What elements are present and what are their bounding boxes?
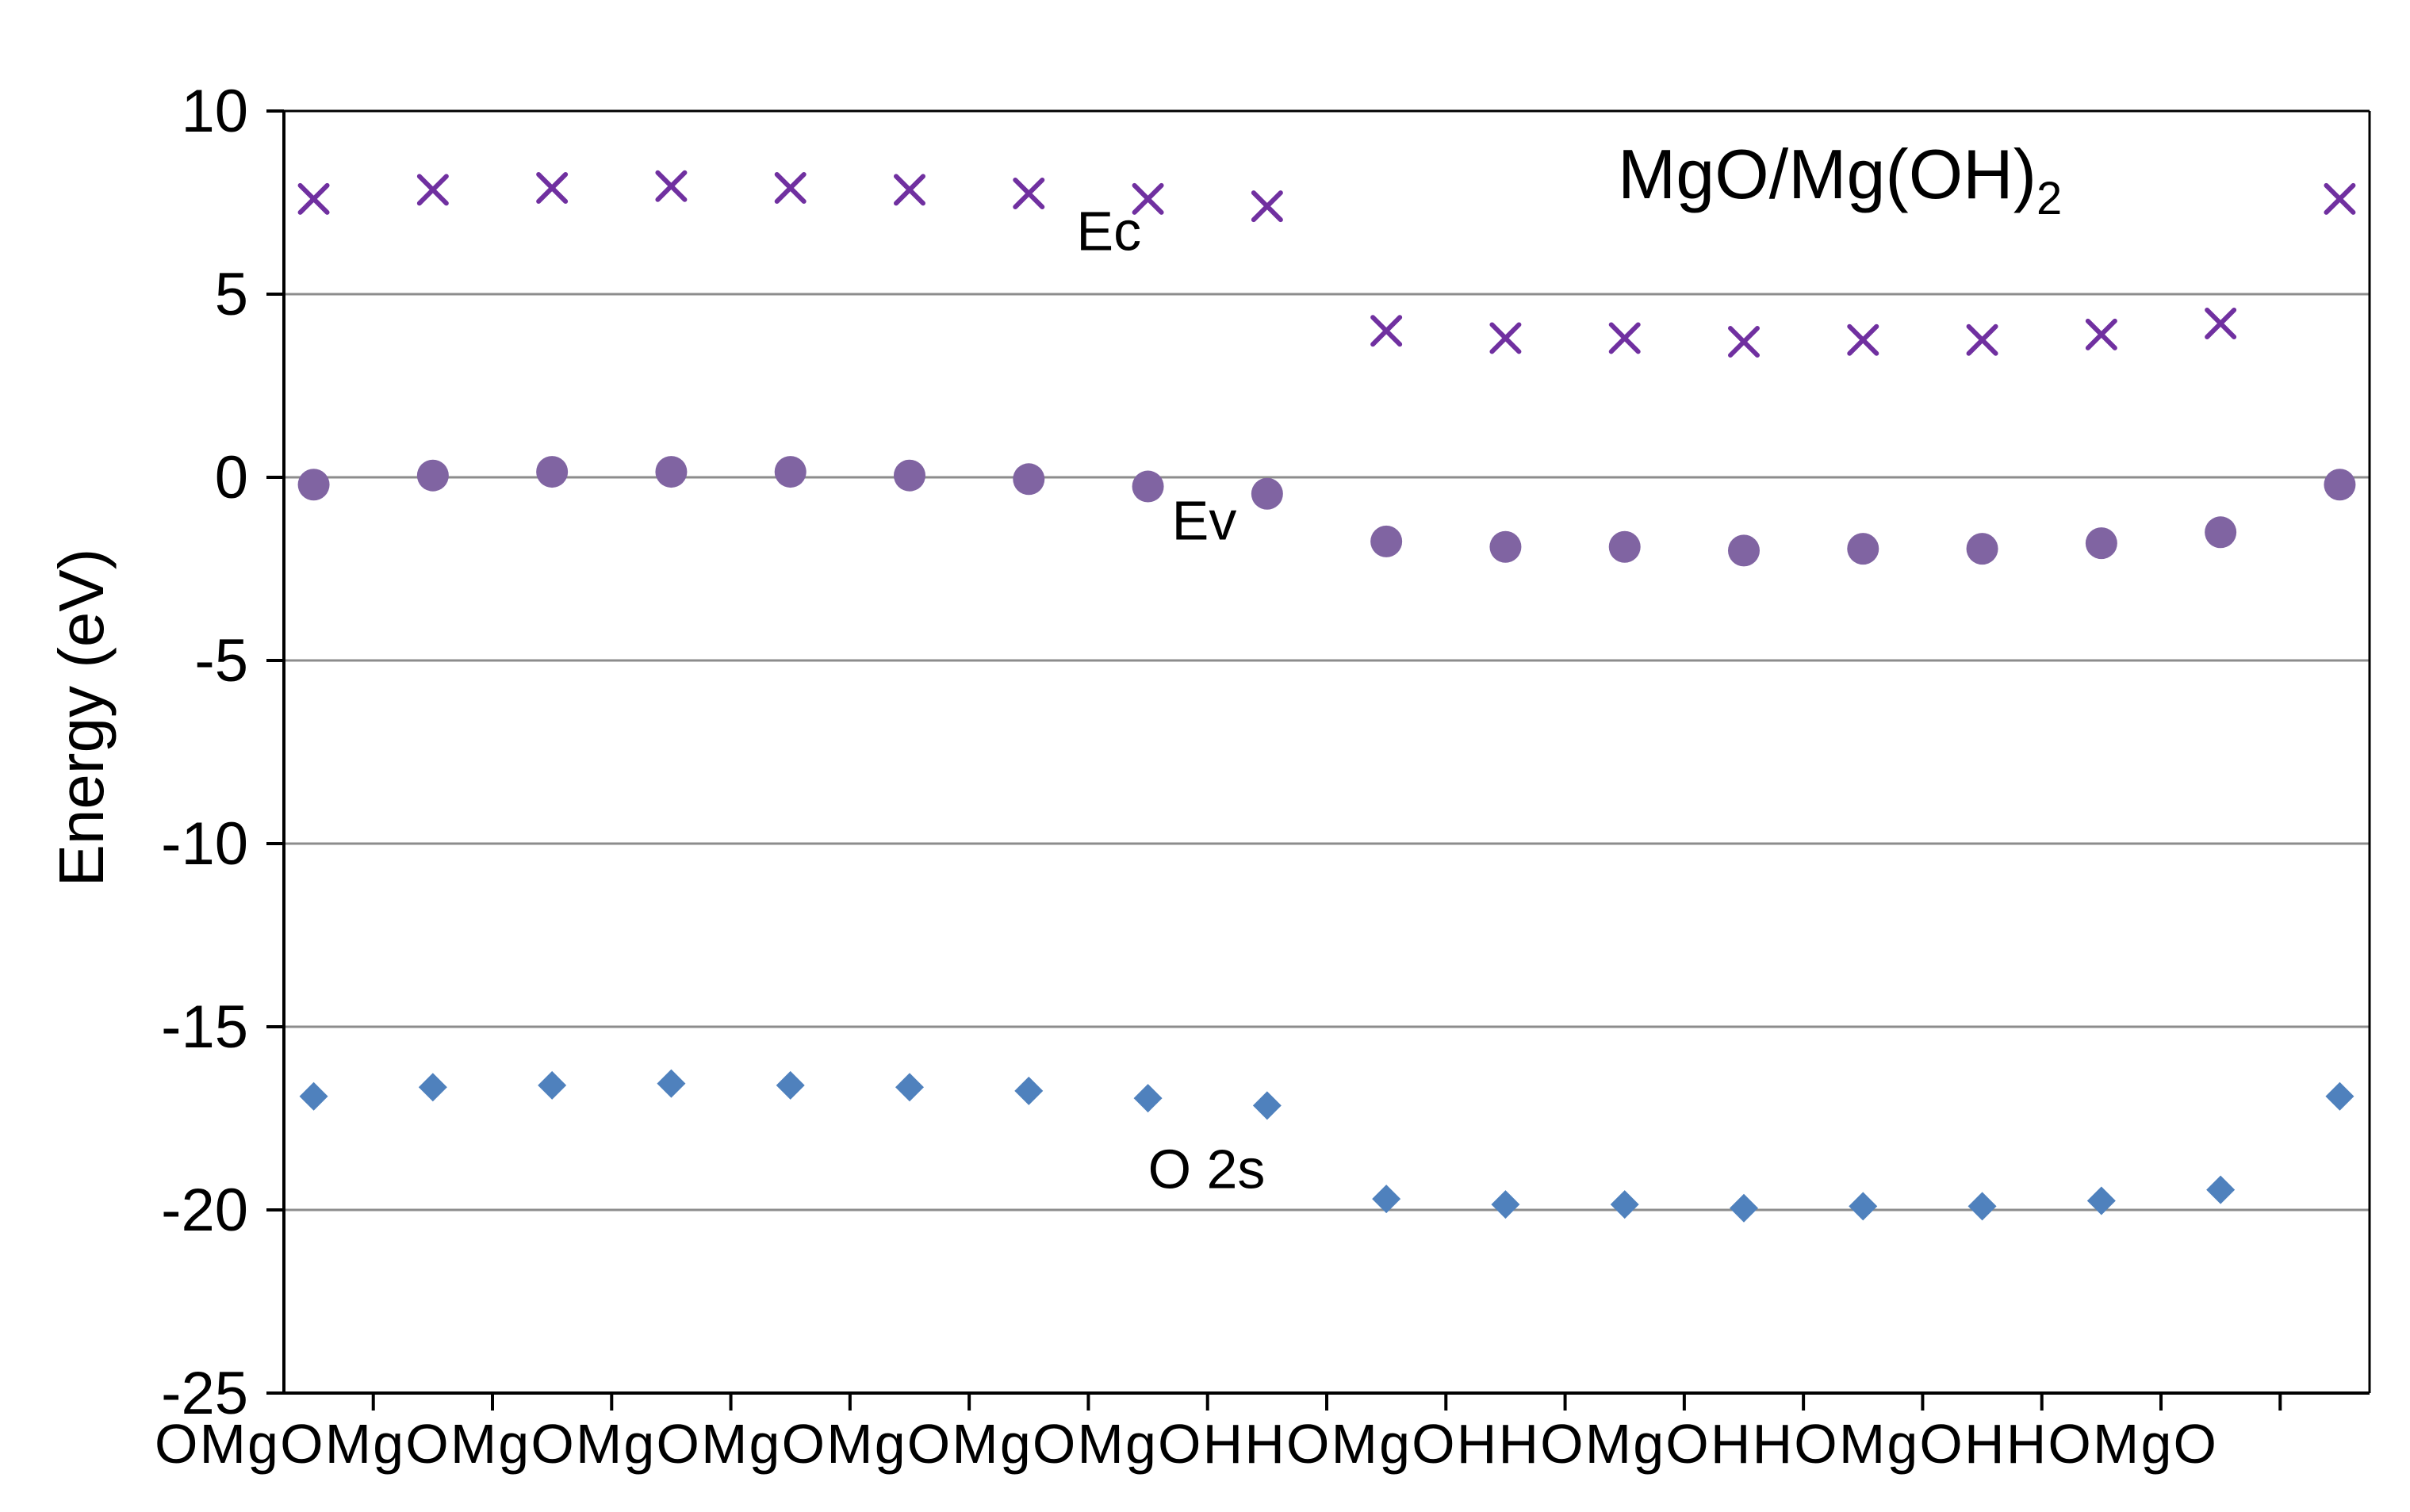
point-x-marker — [1013, 177, 1045, 209]
point-x-stroke — [2205, 307, 2237, 339]
point-x-stroke — [894, 174, 925, 206]
point-diamond — [2206, 1175, 2236, 1204]
point-x-stroke — [2085, 318, 2117, 350]
point-x-stroke — [774, 172, 807, 205]
point-diamond — [1014, 1076, 1044, 1105]
y-tick-label: 0 — [215, 444, 248, 511]
point-x-stroke — [2324, 182, 2356, 215]
point-diamond — [2086, 1186, 2116, 1215]
point-circle — [894, 459, 925, 492]
point-x-stroke — [536, 172, 569, 205]
data-marks — [297, 170, 2356, 1223]
point-circle — [1966, 533, 1998, 565]
chart-title-main: MgO/Mg(OH) — [1618, 135, 2036, 213]
y-axis-label: Energy (eV) — [46, 549, 117, 887]
point-circle — [2324, 469, 2356, 501]
point-x-stroke — [1370, 315, 1403, 347]
point-circle — [655, 456, 688, 488]
axes — [266, 109, 2371, 1395]
point-x-marker — [1251, 190, 1283, 223]
point-x-marker — [1728, 326, 1760, 358]
y-tick-label: 10 — [181, 78, 248, 145]
point-x-marker — [774, 172, 807, 205]
point-x-marker — [1847, 323, 1879, 356]
y-tick-label: 5 — [215, 261, 248, 328]
point-x-marker — [894, 174, 925, 206]
point-diamond — [1252, 1091, 1282, 1120]
y-tick-labels: 10 5 0 -5 -10 -15 -20 -25 — [161, 78, 248, 1427]
annotation-label: O 2s — [1148, 1138, 1266, 1200]
point-circle — [1728, 534, 1760, 567]
point-x-marker — [536, 172, 569, 205]
point-diamond — [538, 1070, 567, 1100]
point-circle — [1847, 533, 1879, 565]
point-x-stroke — [1251, 190, 1283, 223]
point-diamond — [1849, 1192, 1878, 1221]
point-diamond — [657, 1069, 686, 1098]
point-circle — [2205, 516, 2237, 549]
gridlines — [284, 109, 2370, 1212]
annotations: Ec Ev O 2s — [1076, 201, 1265, 1200]
point-x-marker — [1489, 322, 1522, 354]
point-diamond — [1730, 1193, 1758, 1223]
point-x-stroke — [1489, 322, 1522, 354]
y-tick-label: -20 — [161, 1177, 248, 1244]
point-circle — [1132, 470, 1164, 503]
y-tick-label: -10 — [161, 810, 248, 878]
annotation-label: Ec — [1076, 201, 1141, 262]
point-x-marker — [416, 174, 449, 206]
point-x-marker — [2324, 182, 2356, 215]
point-x-marker — [1608, 322, 1641, 354]
x-axis-category-label: OMgOMgOMgOMgOMgOMgOMgOMgOHHOMgOHHOMgOHHO… — [155, 1413, 2217, 1475]
point-diamond — [776, 1070, 805, 1100]
point-x-marker — [2205, 307, 2237, 339]
point-x-marker — [1966, 323, 1998, 356]
point-x-stroke — [1132, 182, 1164, 215]
point-circle — [774, 456, 807, 488]
point-x-stroke — [297, 182, 330, 215]
point-diamond — [1967, 1192, 1997, 1221]
point-x-stroke — [416, 174, 449, 206]
point-x-marker — [1132, 182, 1164, 215]
point-circle — [1489, 530, 1522, 563]
point-diamond — [2325, 1081, 2354, 1111]
y-tick-label: -5 — [194, 627, 248, 695]
x-ticks — [371, 1393, 2282, 1411]
point-diamond — [1372, 1185, 1401, 1214]
series-ev — [297, 456, 2356, 567]
point-x-stroke — [1847, 323, 1879, 356]
point-diamond — [1133, 1084, 1163, 1113]
point-diamond — [299, 1081, 328, 1111]
point-x-stroke — [1728, 326, 1760, 358]
point-circle — [536, 456, 569, 488]
point-circle — [1251, 477, 1283, 510]
chart-title: MgO/Mg(OH)2 — [1618, 135, 2062, 224]
y-tick-label: -25 — [161, 1360, 248, 1427]
point-diamond — [895, 1073, 924, 1102]
y-tick-label: -15 — [161, 993, 248, 1061]
point-x-stroke — [655, 170, 688, 202]
chart-title-subscript: 2 — [2036, 173, 2062, 224]
point-circle — [416, 459, 449, 492]
point-x-stroke — [1608, 322, 1641, 354]
point-x-marker — [655, 170, 688, 202]
point-circle — [2085, 527, 2117, 560]
point-x-stroke — [1013, 177, 1045, 209]
point-x-marker — [2085, 318, 2117, 350]
annotation-label: Ev — [1172, 490, 1237, 552]
point-circle — [1370, 525, 1403, 557]
series-o-2s — [299, 1069, 2354, 1223]
point-diamond — [1491, 1190, 1520, 1219]
point-x-stroke — [1966, 323, 1998, 356]
point-diamond — [418, 1073, 447, 1102]
point-circle — [297, 469, 330, 501]
series-ec — [297, 170, 2356, 358]
point-x-marker — [297, 182, 330, 215]
point-diamond — [1610, 1190, 1639, 1219]
point-x-marker — [1370, 315, 1403, 347]
point-circle — [1608, 530, 1641, 563]
point-circle — [1013, 463, 1045, 496]
